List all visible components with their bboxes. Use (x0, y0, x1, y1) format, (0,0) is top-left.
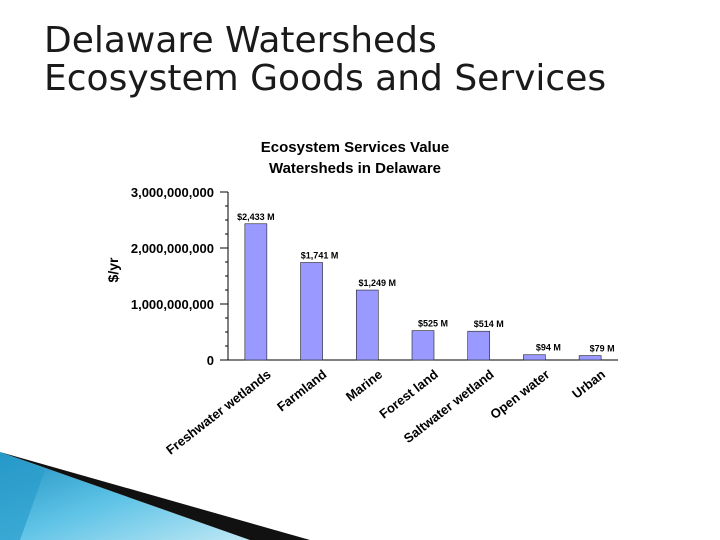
y-tick-label: 3,000,000,000 (131, 185, 214, 200)
bar-data-label: $514 M (474, 319, 504, 329)
chart-title-line-2: Watersheds in Delaware (269, 160, 441, 177)
y-tick-label: 1,000,000,000 (131, 297, 214, 312)
bar (578, 355, 602, 361)
y-tick-label: 0 (207, 353, 214, 368)
slide-title: Delaware Watersheds Ecosystem Goods and … (44, 22, 606, 98)
bar-data-label: $1,741 M (301, 251, 339, 261)
slide-title-line-1: Delaware Watersheds (44, 20, 437, 61)
bar-data-label: $94 M (536, 343, 561, 353)
bar (244, 223, 268, 361)
bar (411, 330, 435, 361)
bar-data-label: $525 M (418, 319, 448, 329)
bar-data-label: $2,433 M (237, 212, 275, 222)
bar (523, 354, 546, 361)
slide-title-line-2: Ecosystem Goods and Services (44, 58, 607, 99)
bar (467, 330, 491, 361)
y-tick-label: 2,000,000,000 (131, 241, 214, 256)
bar (300, 262, 323, 361)
bar-data-label: $1,249 M (359, 278, 397, 288)
bar (355, 289, 379, 361)
chart-title-line-1: Ecosystem Services Value (261, 139, 449, 156)
y-axis-label: $/yr (105, 257, 121, 282)
bar-data-label: $79 M (590, 344, 615, 354)
